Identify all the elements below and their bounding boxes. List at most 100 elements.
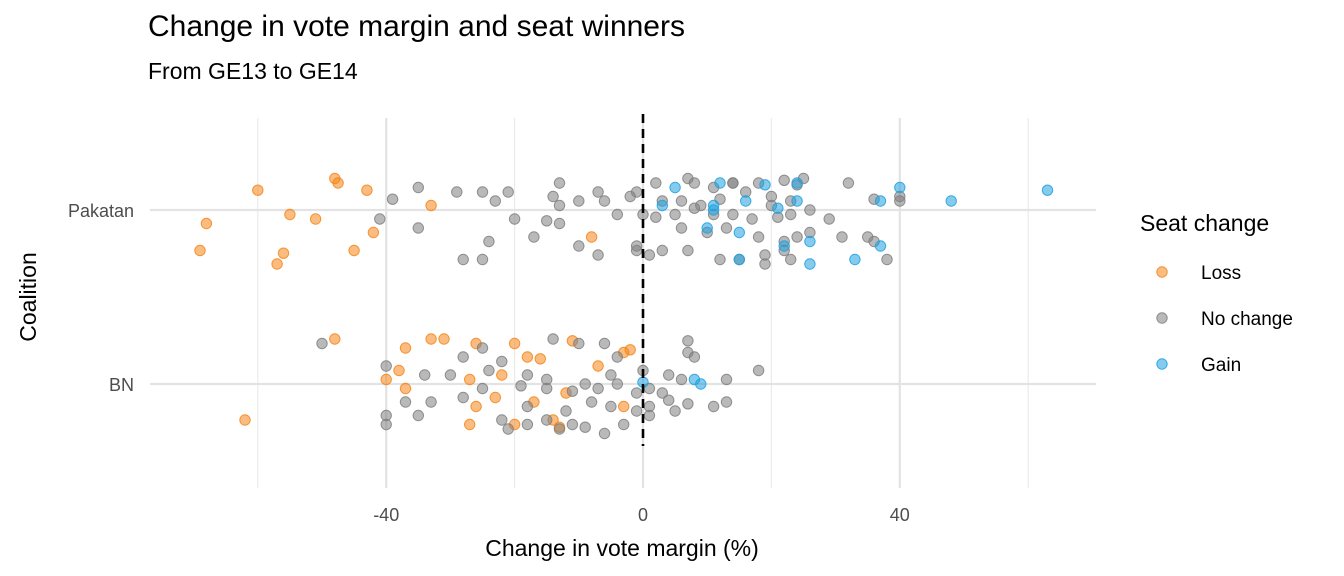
point-loss: [464, 418, 476, 431]
point-no-change: [380, 418, 392, 431]
point-no-change: [804, 204, 816, 216]
point-no-change: [386, 193, 399, 205]
point-gain: [772, 202, 784, 214]
point-loss: [496, 369, 508, 381]
point-no-change: [752, 364, 765, 377]
point-gain: [669, 181, 681, 194]
point-no-change: [669, 208, 681, 221]
point-loss: [309, 213, 322, 225]
point-loss: [361, 184, 373, 196]
point-no-change: [483, 364, 495, 377]
point-no-change: [752, 231, 765, 243]
point-loss: [425, 333, 437, 345]
point-gain: [945, 195, 957, 207]
point-no-change: [528, 231, 540, 243]
data-points: [194, 172, 1054, 440]
point-no-change: [881, 253, 893, 266]
point-no-change: [746, 213, 758, 225]
point-no-change: [573, 240, 585, 252]
point-no-change: [412, 181, 424, 194]
legend-key: [1156, 312, 1168, 324]
point-no-change: [630, 405, 643, 417]
point-no-change: [566, 385, 579, 397]
point-loss: [380, 373, 392, 386]
point-no-change: [502, 423, 514, 435]
y-tick-labels: BN Pakatan: [68, 201, 134, 395]
point-no-change: [643, 249, 656, 261]
point-no-change: [476, 186, 489, 198]
y-tick-label: BN: [109, 375, 134, 395]
point-no-change: [630, 186, 643, 198]
legend-title: Seat change: [1140, 210, 1269, 236]
point-no-change: [457, 253, 469, 266]
point-gain: [849, 253, 861, 266]
point-no-change: [457, 351, 469, 363]
point-no-change: [412, 222, 424, 234]
point-no-change: [585, 396, 598, 408]
point-gain: [695, 378, 707, 390]
point-no-change: [419, 369, 431, 381]
point-loss: [271, 258, 283, 270]
point-no-change: [650, 211, 662, 223]
point-gain: [733, 226, 745, 239]
point-loss: [508, 337, 521, 350]
point-no-change: [785, 208, 797, 221]
y-tick-label: Pakatan: [68, 201, 134, 221]
point-loss: [425, 199, 437, 212]
point-no-change: [682, 244, 694, 257]
point-no-change: [573, 195, 585, 207]
point-no-change: [611, 208, 623, 221]
point-no-change: [759, 258, 771, 270]
point-no-change: [592, 249, 604, 261]
point-loss: [277, 247, 290, 259]
point-no-change: [675, 373, 688, 386]
point-loss: [367, 226, 380, 239]
point-loss: [585, 231, 598, 243]
legend-label: No change: [1201, 309, 1293, 330]
point-no-change: [425, 396, 437, 408]
point-no-change: [515, 380, 527, 392]
legend-key: [1156, 358, 1168, 370]
point-no-change: [560, 405, 572, 417]
point-gain: [656, 199, 668, 212]
point-loss: [464, 373, 476, 386]
point-no-change: [496, 414, 508, 426]
x-tick-labels: -40 0 40: [373, 505, 910, 525]
point-gain: [791, 195, 803, 207]
x-tick-label: -40: [373, 505, 399, 525]
point-no-change: [720, 373, 733, 386]
point-no-change: [476, 382, 489, 395]
point-loss: [239, 414, 251, 426]
point-gain: [759, 179, 771, 191]
point-no-change: [579, 421, 591, 433]
chart-subtitle: From GE13 to GE14: [148, 58, 358, 84]
point-no-change: [592, 382, 604, 395]
y-axis-title: Coalition: [15, 252, 41, 342]
point-no-change: [579, 378, 591, 390]
point-no-change: [605, 369, 617, 381]
legend-label: Loss: [1201, 263, 1241, 284]
point-gain: [701, 222, 713, 234]
point-no-change: [630, 387, 643, 399]
point-no-change: [688, 202, 701, 214]
point-no-change: [502, 186, 514, 198]
point-gain: [874, 195, 887, 207]
point-gain: [804, 258, 816, 270]
point-no-change: [727, 208, 739, 221]
chart-title: Change in vote margin and seat winners: [148, 10, 685, 43]
point-no-change: [476, 253, 489, 266]
x-axis-title: Change in vote margin (%): [485, 535, 759, 561]
point-loss: [521, 351, 534, 363]
point-no-change: [316, 337, 328, 350]
point-no-change: [547, 190, 559, 203]
point-no-change: [656, 387, 668, 399]
point-no-change: [451, 186, 463, 198]
point-gain: [791, 177, 803, 189]
point-no-change: [496, 355, 508, 368]
point-no-change: [669, 405, 681, 417]
point-no-change: [541, 414, 553, 426]
point-loss: [618, 400, 630, 413]
point-loss: [592, 360, 604, 372]
point-no-change: [727, 177, 739, 189]
point-no-change: [521, 369, 534, 381]
